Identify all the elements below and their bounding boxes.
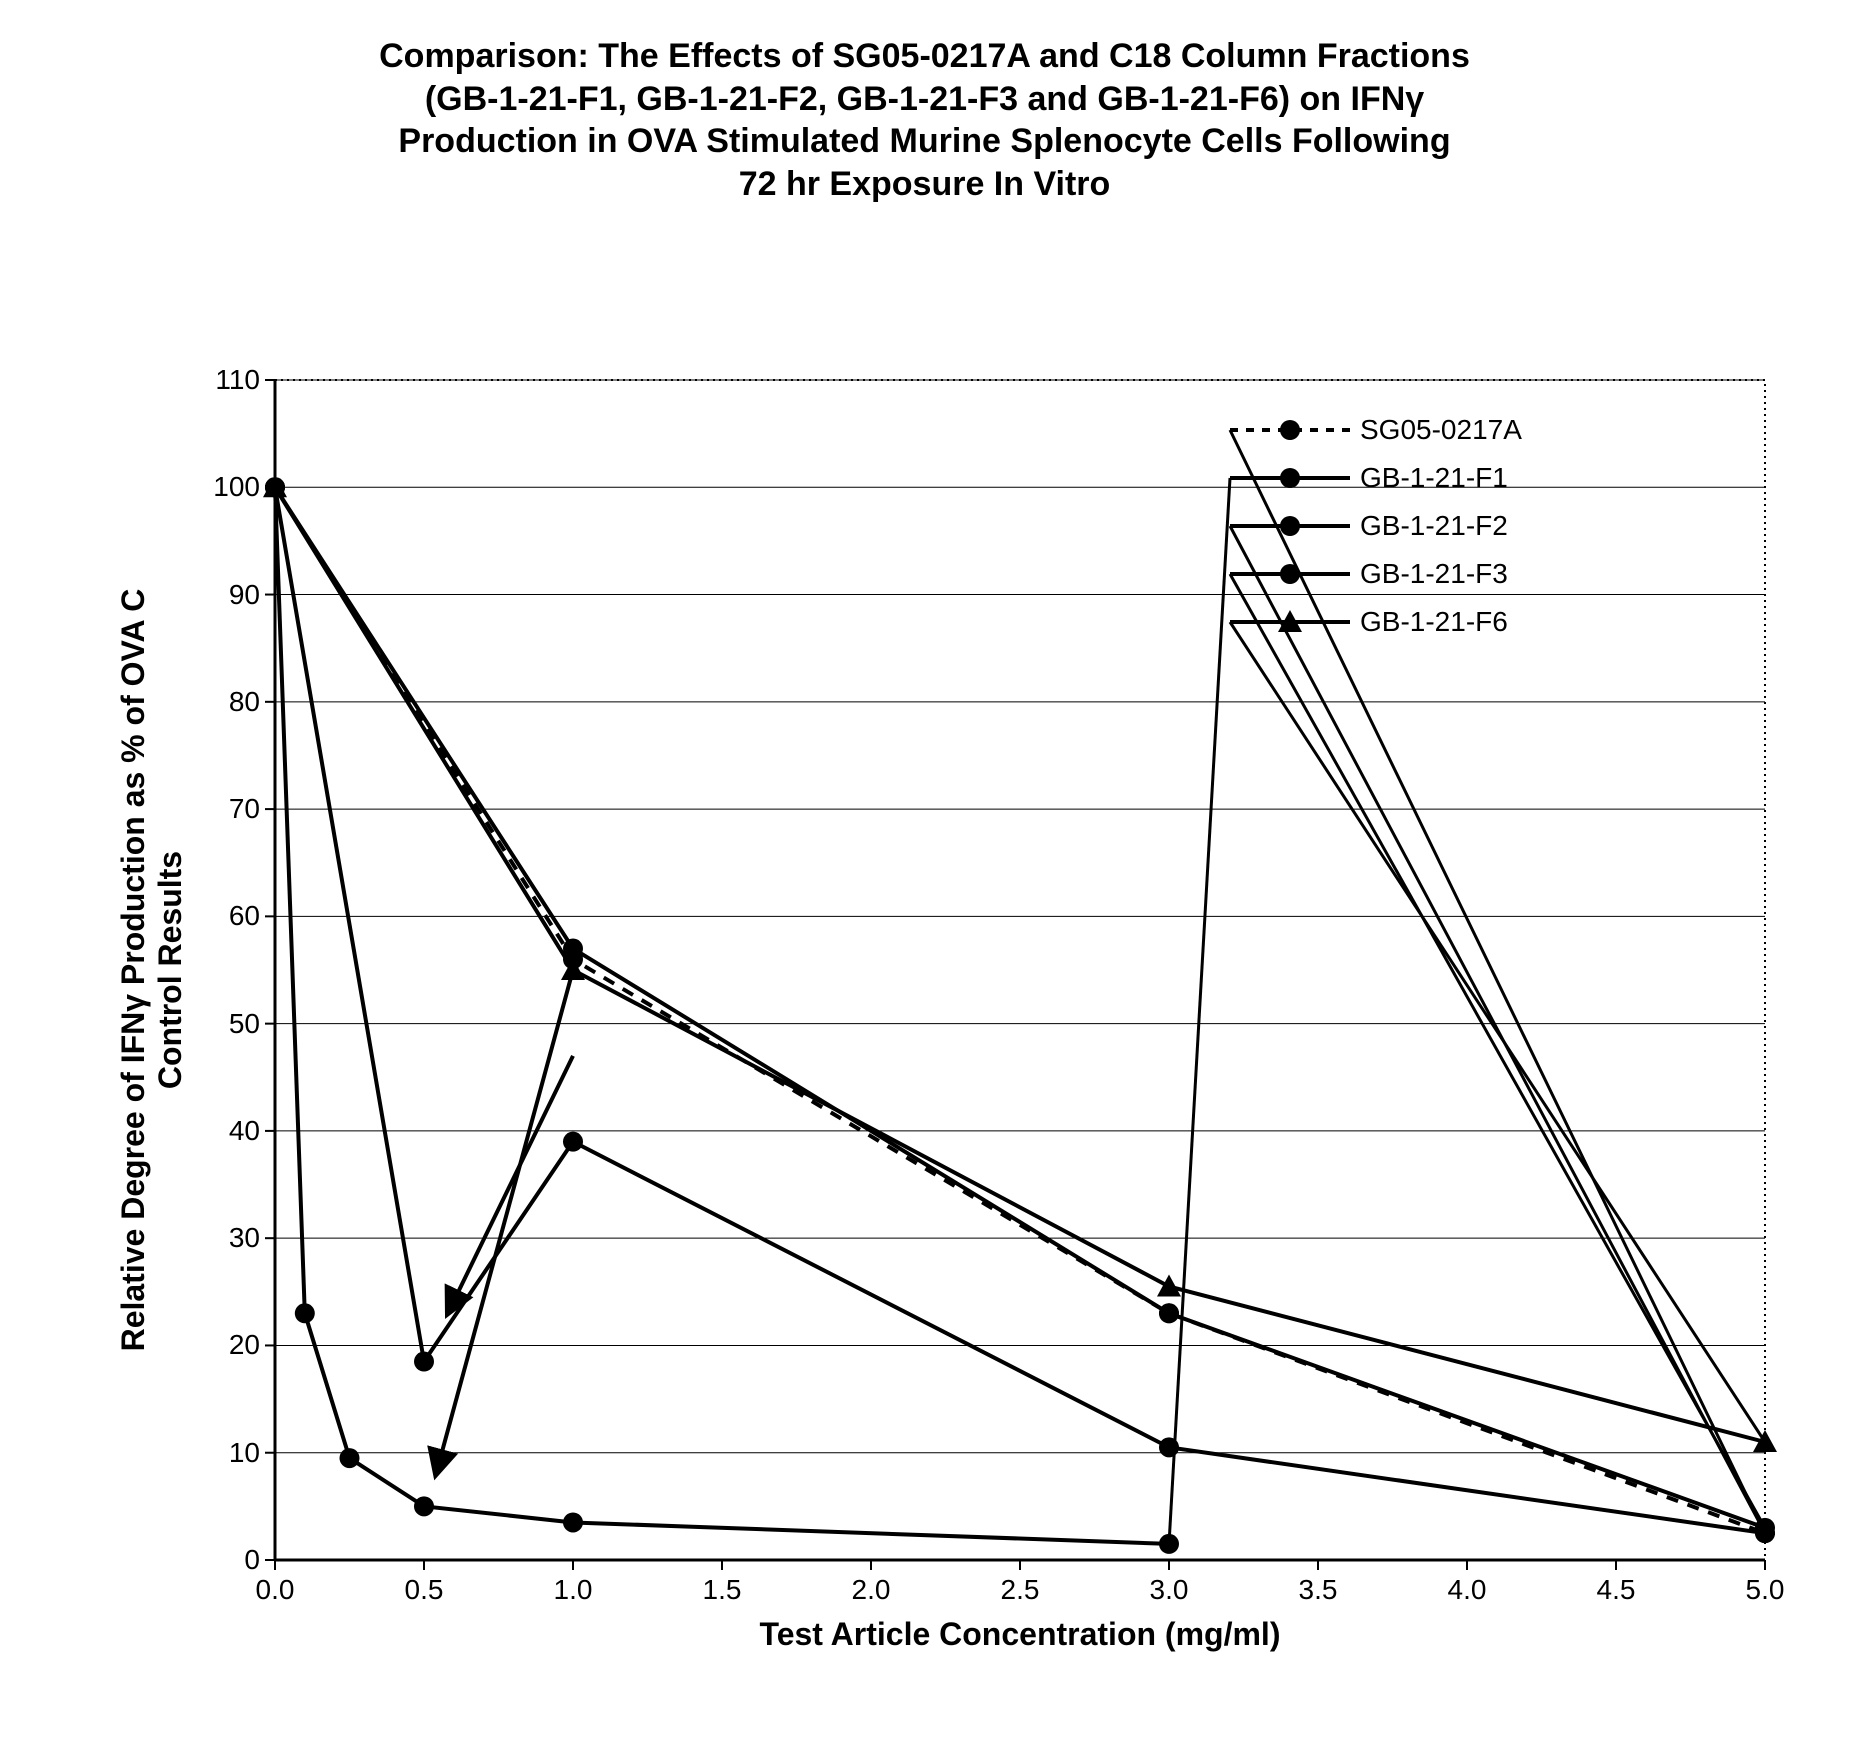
x-tick-label: 3.5 xyxy=(1288,1574,1348,1606)
series-line xyxy=(275,487,1765,1533)
y-tick-label: 60 xyxy=(195,900,260,932)
series-line xyxy=(275,487,1169,1544)
annotation-arrow xyxy=(448,1056,573,1313)
y-tick-label: 100 xyxy=(195,471,260,503)
x-tick-label: 0.0 xyxy=(245,1574,305,1606)
y-tick-label: 80 xyxy=(195,686,260,718)
x-tick-label: 1.0 xyxy=(543,1574,603,1606)
y-axis-label-line2: Control Results xyxy=(152,380,189,1560)
x-tick-label: 0.5 xyxy=(394,1574,454,1606)
x-tick-label: 3.0 xyxy=(1139,1574,1199,1606)
y-axis-label-line1: Relative Degree of IFNγ Production as % … xyxy=(115,380,152,1560)
legend-label: GB-1-21-F2 xyxy=(1360,510,1508,542)
y-tick-label: 90 xyxy=(195,579,260,611)
y-tick-label: 50 xyxy=(195,1008,260,1040)
y-tick-label: 70 xyxy=(195,793,260,825)
y-tick-label: 110 xyxy=(195,364,260,396)
marker-circle xyxy=(340,1448,360,1468)
marker-circle xyxy=(1280,420,1300,440)
legend-label: GB-1-21-F1 xyxy=(1360,462,1508,494)
legend-leader-line xyxy=(1169,478,1230,1544)
x-tick-label: 2.0 xyxy=(841,1574,901,1606)
legend-label: GB-1-21-F3 xyxy=(1360,558,1508,590)
marker-circle xyxy=(414,1352,434,1372)
y-tick-label: 0 xyxy=(195,1544,260,1576)
legend-leader-line xyxy=(1230,622,1765,1442)
chart-svg xyxy=(0,0,1849,1759)
marker-circle xyxy=(1159,1303,1179,1323)
legend-label: SG05-0217A xyxy=(1360,414,1522,446)
page: Comparison: The Effects of SG05-0217A an… xyxy=(0,0,1849,1759)
legend-leader-line xyxy=(1230,430,1765,1533)
marker-circle xyxy=(563,1512,583,1532)
x-tick-label: 1.5 xyxy=(692,1574,752,1606)
series-line xyxy=(275,487,1765,1533)
x-tick-label: 4.5 xyxy=(1586,1574,1646,1606)
y-tick-label: 40 xyxy=(195,1115,260,1147)
marker-circle xyxy=(1280,516,1300,536)
x-tick-label: 2.5 xyxy=(990,1574,1050,1606)
y-tick-label: 30 xyxy=(195,1222,260,1254)
y-tick-label: 10 xyxy=(195,1437,260,1469)
marker-circle xyxy=(563,1132,583,1152)
y-axis-label: Relative Degree of IFNγ Production as % … xyxy=(115,380,189,1560)
series-line xyxy=(275,487,1765,1442)
y-tick-label: 20 xyxy=(195,1329,260,1361)
marker-circle xyxy=(295,1303,315,1323)
legend-leader-line xyxy=(1230,574,1765,1528)
x-axis-label: Test Article Concentration (mg/ml) xyxy=(275,1616,1765,1653)
x-tick-label: 4.0 xyxy=(1437,1574,1497,1606)
x-tick-label: 5.0 xyxy=(1735,1574,1795,1606)
line-chart xyxy=(0,0,1849,1759)
marker-triangle xyxy=(1157,1274,1181,1296)
marker-circle xyxy=(1280,468,1300,488)
marker-circle xyxy=(414,1496,434,1516)
legend-label: GB-1-21-F6 xyxy=(1360,606,1508,638)
annotation-arrow xyxy=(436,970,573,1474)
